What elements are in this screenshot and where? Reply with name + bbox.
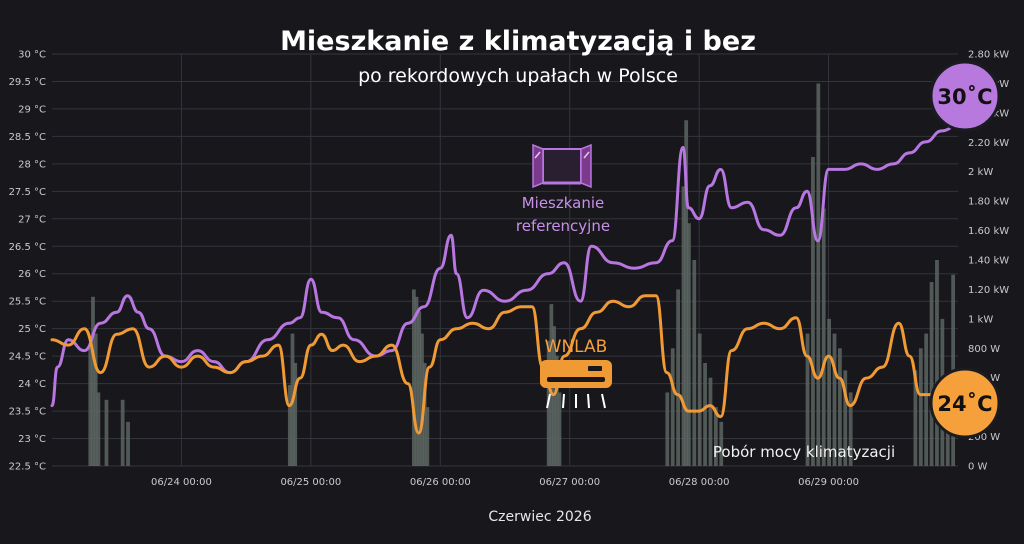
y-right-tick-label: 2.20 kW [968, 138, 1009, 149]
power-bar [104, 399, 109, 466]
y-right-tick-label: 800 W [968, 344, 1000, 355]
power-bar [827, 318, 831, 466]
badge-cool: 24˚C [929, 367, 1001, 439]
y-left-tick-label: 26.5 °C [9, 242, 46, 253]
power-bar [687, 223, 691, 466]
power-bar [918, 348, 923, 466]
reference-label-line1: Mieszkanie [522, 194, 605, 212]
ac-label: WNLAB [545, 337, 608, 357]
y-left-tick-label: 27.5 °C [9, 187, 46, 198]
y-right-tick-label: 1 kW [968, 314, 993, 325]
power-bar [681, 186, 686, 466]
y-left-tick-label: 26 °C [18, 269, 46, 280]
power-bar [420, 333, 424, 466]
y-right-tick-label: 1.60 kW [968, 226, 1009, 237]
x-axis-label: Czerwiec 2026 [488, 509, 591, 525]
power-bar [692, 260, 697, 466]
power-bar [417, 311, 422, 466]
power-bar [708, 377, 713, 466]
power-bar [816, 83, 821, 466]
power-bar [126, 421, 130, 466]
chart-title: Mieszkanie z klimatyzacją i bez [280, 26, 756, 57]
y-left-tick-label: 24.5 °C [9, 352, 46, 363]
power-bar [676, 289, 680, 466]
power-bar [838, 348, 842, 466]
power-bar [557, 392, 562, 466]
power-bar [96, 392, 101, 466]
power-bar [924, 333, 929, 466]
x-tick-label: 06/26 00:00 [410, 477, 471, 488]
power-bar [832, 333, 837, 466]
x-tick-label: 06/29 00:00 [798, 477, 859, 488]
power-bar [554, 355, 559, 466]
y-left-tick-label: 28.5 °C [9, 132, 46, 143]
y-left-tick-label: 25.5 °C [9, 297, 46, 308]
y-left-tick-label: 22.5 °C [9, 462, 46, 473]
power-bar [425, 407, 430, 466]
power-bar [719, 421, 724, 466]
power-bar [848, 392, 853, 466]
series-lines [50, 123, 960, 435]
power-bar [414, 296, 419, 466]
y-right-tick-label: 0 W [968, 462, 988, 473]
power-bar [411, 289, 416, 466]
y-left-tick-label: 30 °C [18, 50, 46, 61]
badge-hot-text: 30˚C [937, 85, 992, 109]
y-left-tick-label: 24 °C [18, 379, 46, 390]
power-bar [287, 385, 292, 466]
y-left-tick-label: 27 °C [18, 214, 46, 225]
y-right-tick-label: 2.80 kW [968, 50, 1009, 61]
open-window-icon [532, 143, 592, 189]
power-bar [88, 348, 93, 466]
y-axis-left: 22.5 °C 23 °C 23.5 °C 24 °C 24.5 °C 25 °C 25.5… [9, 50, 46, 473]
x-tick-label: 06/28 00:00 [669, 477, 730, 488]
reference-series-line [50, 123, 960, 408]
power-bar [91, 296, 95, 466]
y-right-tick-label: 1.80 kW [968, 197, 1009, 208]
y-right-tick-label: 2 kW [968, 167, 993, 178]
power-bar [929, 282, 934, 466]
power-bar [120, 399, 125, 466]
power-bar [552, 326, 556, 466]
power-bar [93, 333, 98, 466]
power-bar [697, 333, 702, 466]
badge-cool-text: 24˚C [937, 392, 992, 416]
x-tick-label: 06/27 00:00 [539, 477, 600, 488]
power-bar [843, 370, 848, 466]
y-left-tick-label: 29.5 °C [9, 77, 46, 88]
y-right-tick-label: 1.40 kW [968, 256, 1009, 267]
power-bar [805, 333, 810, 466]
power-bar [665, 392, 670, 466]
power-bar [293, 363, 298, 466]
power-bar [684, 120, 689, 466]
power-bar [422, 363, 427, 466]
ac-series-line [50, 294, 960, 435]
reference-label-line2: referencyjne [516, 217, 610, 235]
y-left-tick-label: 29 °C [18, 104, 46, 115]
x-axis: 06/24 00:00 06/25 00:00 06/26 00:00 06/27 0… [151, 477, 859, 488]
x-tick-label: 06/24 00:00 [151, 477, 212, 488]
power-bar [935, 260, 939, 466]
y-right-tick-label: 1.20 kW [968, 285, 1009, 296]
chart-subtitle: po rekordowych upałach w Polsce [358, 65, 678, 87]
air-conditioner-icon [540, 360, 612, 409]
power-bar [811, 157, 815, 466]
power-bar [821, 208, 826, 466]
power-bar [713, 407, 718, 466]
power-bar [670, 348, 675, 466]
y-left-tick-label: 23.5 °C [9, 407, 46, 418]
power-bar [913, 370, 918, 466]
y-left-tick-label: 25 °C [18, 324, 46, 335]
power-label: Pobór mocy klimatyzacji [713, 443, 895, 461]
y-left-tick-label: 28 °C [18, 159, 46, 170]
badge-hot: 30˚C [929, 60, 1001, 132]
power-bar [703, 363, 707, 466]
y-left-tick-label: 23 °C [18, 434, 46, 445]
x-tick-label: 06/25 00:00 [280, 477, 341, 488]
y-right-tick-label: 200 W [968, 432, 1000, 443]
